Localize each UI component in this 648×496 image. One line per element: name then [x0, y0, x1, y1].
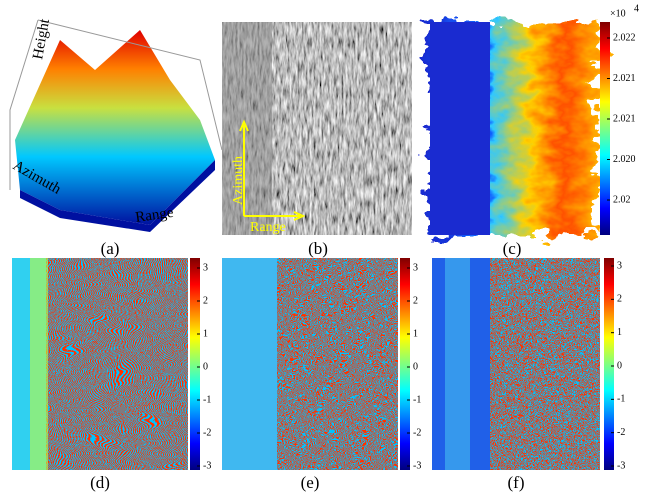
colorbar-tick-label: -2 — [413, 427, 421, 438]
colorbar-tick-label: 1 — [617, 327, 622, 338]
colorbar — [400, 258, 410, 470]
colorbar-tick-label: 3 — [617, 260, 622, 271]
height-map-left — [430, 22, 490, 235]
phase-image — [222, 258, 398, 470]
colorbar-power: 4 — [634, 3, 639, 14]
panel-label: (b) — [308, 239, 328, 258]
panel-label: (d) — [90, 473, 110, 492]
colorbar-exponent: ×10 — [610, 8, 626, 19]
panel-label: (a) — [101, 239, 120, 258]
colorbar-tick-label: 2 — [203, 295, 208, 306]
phase-image — [432, 258, 600, 470]
colorbar-tick-label: -3 — [413, 460, 421, 471]
colorbar-tick-label: -1 — [617, 394, 625, 405]
colorbar-tick-label: 3 — [203, 262, 208, 273]
colorbar-tick-label: 1 — [203, 328, 208, 339]
colorbar — [600, 22, 610, 235]
colorbar — [604, 258, 614, 470]
axis-arrows — [239, 119, 306, 221]
colorbar — [190, 258, 200, 470]
colorbar-tick-label: -2 — [617, 427, 625, 438]
colorbar-tick-label: 1 — [413, 328, 418, 339]
axis-label: Azimuth — [231, 156, 246, 205]
colorbar-tick-label: -1 — [413, 394, 421, 405]
panel-label: (e) — [301, 473, 320, 492]
colorbar-tick-label: -1 — [203, 394, 211, 405]
surface-plot — [9, 19, 223, 232]
colorbar-tick-label: 0 — [413, 361, 418, 372]
colorbar-tick-label: -3 — [617, 460, 625, 471]
colorbar-tick-label: 3 — [413, 262, 418, 273]
colorbar-tick-label: 2 — [413, 295, 418, 306]
panel-label: (f) — [508, 473, 525, 492]
colorbar-tick-label: 2.02 — [613, 194, 631, 205]
panel-label: (c) — [503, 239, 522, 258]
colorbar-tick-label: 2 — [617, 294, 622, 305]
axis-label: Range — [250, 220, 286, 235]
colorbar-tick-label: 2.021 — [613, 113, 636, 124]
colorbar-tick-label: 0 — [203, 361, 208, 372]
colorbar-tick-label: 0 — [617, 360, 622, 371]
axis-label: Range — [134, 205, 175, 226]
colorbar-tick-label: -3 — [203, 460, 211, 471]
axis-label: Height — [30, 17, 53, 61]
colorbar-tick-label: 2.020 — [613, 154, 636, 165]
colorbar-tick-label: 2.021 — [613, 73, 636, 84]
colorbar-tick-label: -2 — [203, 427, 211, 438]
colorbar-tick-label: 2.022 — [613, 32, 636, 43]
phase-image — [12, 258, 188, 470]
